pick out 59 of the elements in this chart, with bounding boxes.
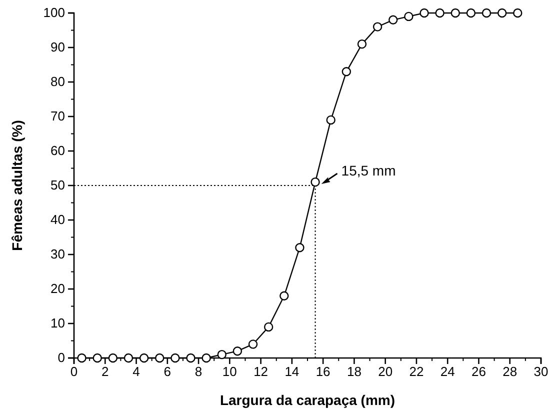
point — [202, 353, 211, 363]
x-tick-label: 2 — [102, 364, 109, 380]
y-tick-label: 10 — [50, 316, 65, 331]
point — [497, 8, 507, 18]
x-axis-title: Largura da carapaça (mm) — [220, 392, 396, 408]
x-tick-label: 6 — [164, 364, 172, 380]
y-tick-label: 60 — [50, 143, 65, 158]
point — [92, 353, 102, 363]
x-tick-label: 22 — [409, 364, 424, 380]
point — [248, 340, 258, 349]
point — [108, 353, 118, 363]
point — [342, 67, 352, 76]
x-tick-label: 30 — [534, 364, 548, 380]
point — [77, 353, 86, 363]
y-tick-label: 90 — [50, 40, 65, 55]
x-tick-label: 4 — [132, 364, 140, 380]
point — [482, 8, 492, 18]
point — [435, 8, 444, 18]
x-tick-label: 26 — [472, 364, 486, 380]
point — [404, 12, 414, 22]
point — [420, 8, 429, 18]
y-tick-label: 0 — [58, 350, 65, 366]
x-tick-label: 20 — [378, 364, 393, 380]
point — [217, 350, 226, 360]
annotation: 15,5 mm — [341, 162, 396, 178]
point — [357, 39, 367, 49]
point — [388, 15, 398, 24]
y-tick-label: 20 — [50, 281, 65, 296]
x-tick-label: 10 — [222, 364, 237, 380]
point — [326, 115, 336, 125]
point — [186, 353, 196, 363]
y-tick-label: 70 — [50, 108, 65, 124]
point — [372, 22, 382, 32]
point — [170, 353, 180, 363]
point — [139, 353, 149, 363]
x-tick-label: 18 — [346, 364, 362, 380]
point — [295, 243, 304, 252]
x-tick-label: 14 — [284, 364, 300, 380]
y-tick-label: 30 — [50, 246, 65, 262]
x-tick-label: 16 — [316, 364, 330, 380]
point — [232, 346, 242, 356]
y-tick-label: 40 — [50, 212, 65, 228]
point — [124, 353, 134, 363]
x-tick-label: 12 — [254, 364, 268, 380]
point — [280, 291, 289, 300]
y-tick-label: 100 — [43, 5, 65, 20]
point — [264, 322, 274, 332]
point — [310, 177, 320, 187]
x-tick-label: 0 — [70, 364, 78, 380]
y-tick-label: 80 — [50, 74, 65, 90]
x-tick-label: 24 — [440, 364, 455, 380]
point — [513, 8, 522, 18]
x-tick-label: 8 — [194, 364, 202, 380]
x-tick-label: 28 — [502, 364, 518, 380]
y-axis-title: Fêmeas adultas (%) — [9, 120, 25, 251]
point — [466, 8, 476, 18]
point — [155, 353, 164, 363]
y-tick-label: 50 — [50, 178, 65, 193]
point — [450, 8, 460, 18]
